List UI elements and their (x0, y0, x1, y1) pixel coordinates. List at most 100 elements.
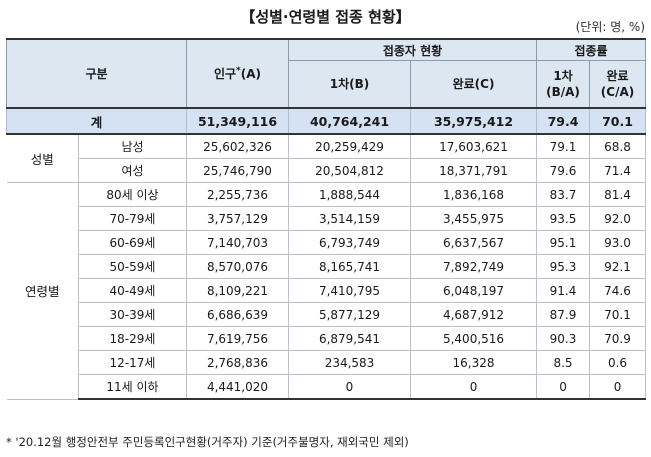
row-rate-first: 91.4 (536, 278, 591, 303)
row-population: 6,686,639 (186, 302, 289, 327)
row-complete: 16,328 (409, 350, 538, 375)
row-population: 3,757,129 (186, 206, 289, 231)
row-rate-first: 0 (536, 374, 591, 400)
row-rate-first: 95.1 (536, 230, 591, 255)
table-row: 18-29세 7,619,756 6,879,541 5,400,516 90.… (7, 326, 647, 351)
header-vaccinated-group: 접종자 현황 (287, 38, 538, 61)
row-population: 7,619,756 (186, 326, 289, 351)
header-rate-first-l2: (B/A) (546, 85, 580, 99)
row-first: 20,504,812 (288, 158, 411, 183)
row-label: 80세 이상 (78, 182, 187, 207)
total-complete: 35,975,412 (409, 107, 538, 135)
row-label: 18-29세 (78, 326, 187, 351)
row-rate-complete: 0 (589, 374, 647, 400)
vaccination-table: 구분 인구*(A) 접종자 현황 접종률 1차(B) 완료(C) 1차 (B/A)… (6, 38, 647, 400)
row-label: 60-69세 (78, 230, 187, 255)
table-row: 50-59세 8,570,076 8,165,741 7,892,749 95.… (7, 254, 647, 279)
row-complete: 3,455,975 (409, 206, 538, 231)
row-population: 25,746,790 (186, 158, 289, 183)
table-title: 【성별·연령별 접종 현황】 (240, 8, 411, 26)
row-population: 2,768,836 (186, 350, 289, 375)
header-rate-first-l1: 1차 (553, 69, 573, 83)
row-complete: 7,892,749 (409, 254, 538, 279)
row-complete: 4,687,912 (409, 302, 538, 327)
row-rate-complete: 92.1 (589, 254, 647, 279)
row-complete: 0 (409, 374, 538, 400)
header-rate-complete: 완료 (C/A) (589, 60, 647, 109)
row-rate-first: 83.7 (536, 182, 591, 207)
header-population-mark: * (236, 66, 241, 76)
table-row: 11세 이하 4,441,020 0 0 0 0 (7, 374, 647, 400)
row-first: 0 (288, 374, 411, 400)
row-first: 3,514,159 (288, 206, 411, 231)
row-first: 1,888,544 (288, 182, 411, 207)
header-population: 인구*(A) (186, 38, 289, 109)
header-rate-complete-l1: 완료 (606, 69, 629, 83)
total-rate-first: 79.4 (536, 107, 591, 135)
header-category: 구분 (6, 38, 187, 109)
table-row: 70-79세 3,757,129 3,514,159 3,455,975 93.… (7, 206, 647, 231)
row-label: 11세 이하 (78, 374, 187, 400)
row-complete: 18,371,791 (409, 158, 538, 183)
row-rate-complete: 74.6 (589, 278, 647, 303)
row-label: 남성 (78, 133, 187, 159)
row-population: 8,570,076 (186, 254, 289, 279)
row-first: 6,879,541 (288, 326, 411, 351)
total-label: 계 (6, 107, 187, 135)
row-label: 40-49세 (78, 278, 187, 303)
table-row: 12-17세 2,768,836 234,583 16,328 8.5 0.6 (7, 350, 647, 375)
row-label: 여성 (78, 158, 187, 183)
total-first: 40,764,241 (288, 107, 411, 135)
row-complete: 6,048,197 (409, 278, 538, 303)
row-rate-first: 93.5 (536, 206, 591, 231)
table-row: 여성 25,746,790 20,504,812 18,371,791 79.6… (7, 158, 647, 183)
header-population-label: 인구 (213, 67, 237, 81)
table-row: 성별 남성 25,602,326 20,259,429 17,603,621 7… (6, 133, 647, 183)
header-population-code: (A) (240, 67, 262, 81)
row-rate-first: 87.9 (536, 302, 591, 327)
table-row: 40-49세 8,109,221 7,410,795 6,048,197 91.… (7, 278, 647, 303)
row-population: 8,109,221 (186, 278, 289, 303)
row-population: 4,441,020 (186, 374, 289, 400)
unit-label: (단위: 명, %) (575, 20, 645, 34)
row-rate-complete: 70.9 (589, 326, 647, 351)
row-rate-complete: 68.8 (589, 133, 647, 159)
row-first: 6,793,749 (288, 230, 411, 255)
total-rate-complete: 70.1 (589, 107, 647, 135)
row-first: 7,410,795 (288, 278, 411, 303)
header-rate-first: 1차 (B/A) (536, 60, 591, 109)
row-first: 5,877,129 (288, 302, 411, 327)
row-rate-first: 8.5 (536, 350, 591, 375)
row-rate-first: 95.3 (536, 254, 591, 279)
footnote: * '20.12월 행정안전부 주민등록인구현황(거주자) 기준(거주불명자, … (6, 435, 409, 449)
row-first: 20,259,429 (288, 133, 411, 159)
row-first: 234,583 (288, 350, 411, 375)
row-rate-complete: 93.0 (589, 230, 647, 255)
total-population: 51,349,116 (186, 107, 289, 135)
header-complete: 완료(C) (409, 60, 538, 109)
table-row: 30-39세 6,686,639 5,877,129 4,687,912 87.… (7, 302, 647, 327)
row-complete: 1,836,168 (409, 182, 538, 207)
row-rate-complete: 70.1 (589, 302, 647, 327)
row-label: 30-39세 (78, 302, 187, 327)
header-rate-group: 접종률 (536, 38, 647, 61)
row-label: 70-79세 (78, 206, 187, 231)
row-rate-complete: 0.6 (589, 350, 647, 375)
header-rate-complete-l2: (C/A) (600, 85, 635, 99)
row-population: 7,140,703 (186, 230, 289, 255)
sex-group-label: 성별 (6, 133, 79, 183)
table-row: 연령별 80세 이상 2,255,736 1,888,544 1,836,168… (6, 182, 647, 400)
row-rate-first: 90.3 (536, 326, 591, 351)
header-first-dose: 1차(B) (288, 60, 411, 109)
age-group-label: 연령별 (6, 182, 79, 400)
table-row-total: 계 51,349,116 40,764,241 35,975,412 79.4 … (6, 107, 647, 135)
row-complete: 5,400,516 (409, 326, 538, 351)
row-rate-complete: 81.4 (589, 182, 647, 207)
table-row: 60-69세 7,140,703 6,793,749 6,637,567 95.… (7, 230, 647, 255)
row-first: 8,165,741 (288, 254, 411, 279)
row-label: 50-59세 (78, 254, 187, 279)
row-rate-first: 79.6 (536, 158, 591, 183)
row-label: 12-17세 (78, 350, 187, 375)
row-rate-complete: 71.4 (589, 158, 647, 183)
row-rate-complete: 92.0 (589, 206, 647, 231)
